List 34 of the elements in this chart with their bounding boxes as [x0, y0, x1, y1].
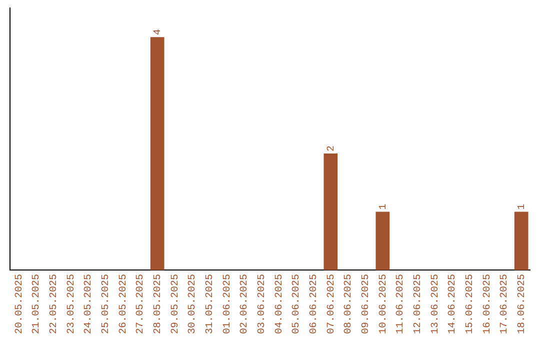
data-label: 2 [326, 146, 338, 152]
x-tick-label: 12.06.2025 [412, 274, 424, 334]
x-tick-label: 07.06.2025 [326, 274, 338, 334]
x-tick-label: 01.06.2025 [222, 274, 234, 334]
x-tick-label: 10.06.2025 [378, 274, 390, 334]
x-tick-label: 25.05.2025 [100, 274, 112, 334]
x-tick-label: 31.05.2025 [204, 274, 216, 334]
x-tick-label: 02.06.2025 [240, 274, 251, 334]
x-tick-label: 14.06.2025 [448, 274, 459, 334]
x-tick-label: 17.06.2025 [500, 274, 511, 334]
x-tick-label: 13.06.2025 [430, 274, 442, 334]
data-label: 1 [378, 204, 390, 210]
x-tick-label: 04.06.2025 [274, 274, 286, 334]
x-tick-label: 18.06.2025 [516, 274, 528, 334]
x-tick-label: 22.05.2025 [48, 274, 60, 334]
x-tick-label: 03.06.2025 [256, 274, 268, 334]
data-label: 1 [516, 204, 528, 210]
x-tick-label: 24.05.2025 [84, 274, 95, 334]
x-tick-label: 27.05.2025 [136, 274, 147, 334]
x-tick-label: 30.05.2025 [188, 274, 199, 334]
x-tick-label: 23.05.2025 [66, 274, 78, 334]
x-tick-label: 21.05.2025 [32, 274, 43, 334]
x-tick-label: 08.06.2025 [344, 274, 355, 334]
x-tick-label: 20.05.2025 [14, 274, 26, 334]
x-tick-label: 11.06.2025 [396, 274, 407, 334]
x-tick-label: 28.05.2025 [152, 274, 164, 334]
x-tick-label: 05.06.2025 [292, 274, 303, 334]
x-tick-label: 06.06.2025 [308, 274, 320, 334]
x-tick-label: 15.06.2025 [464, 274, 476, 334]
x-tick-label: 09.06.2025 [360, 274, 372, 334]
x-tick-label: 16.06.2025 [482, 274, 494, 334]
data-label: 4 [152, 29, 164, 36]
x-tick-label: 29.05.2025 [170, 274, 182, 334]
x-tick-label: 26.05.2025 [118, 274, 130, 334]
